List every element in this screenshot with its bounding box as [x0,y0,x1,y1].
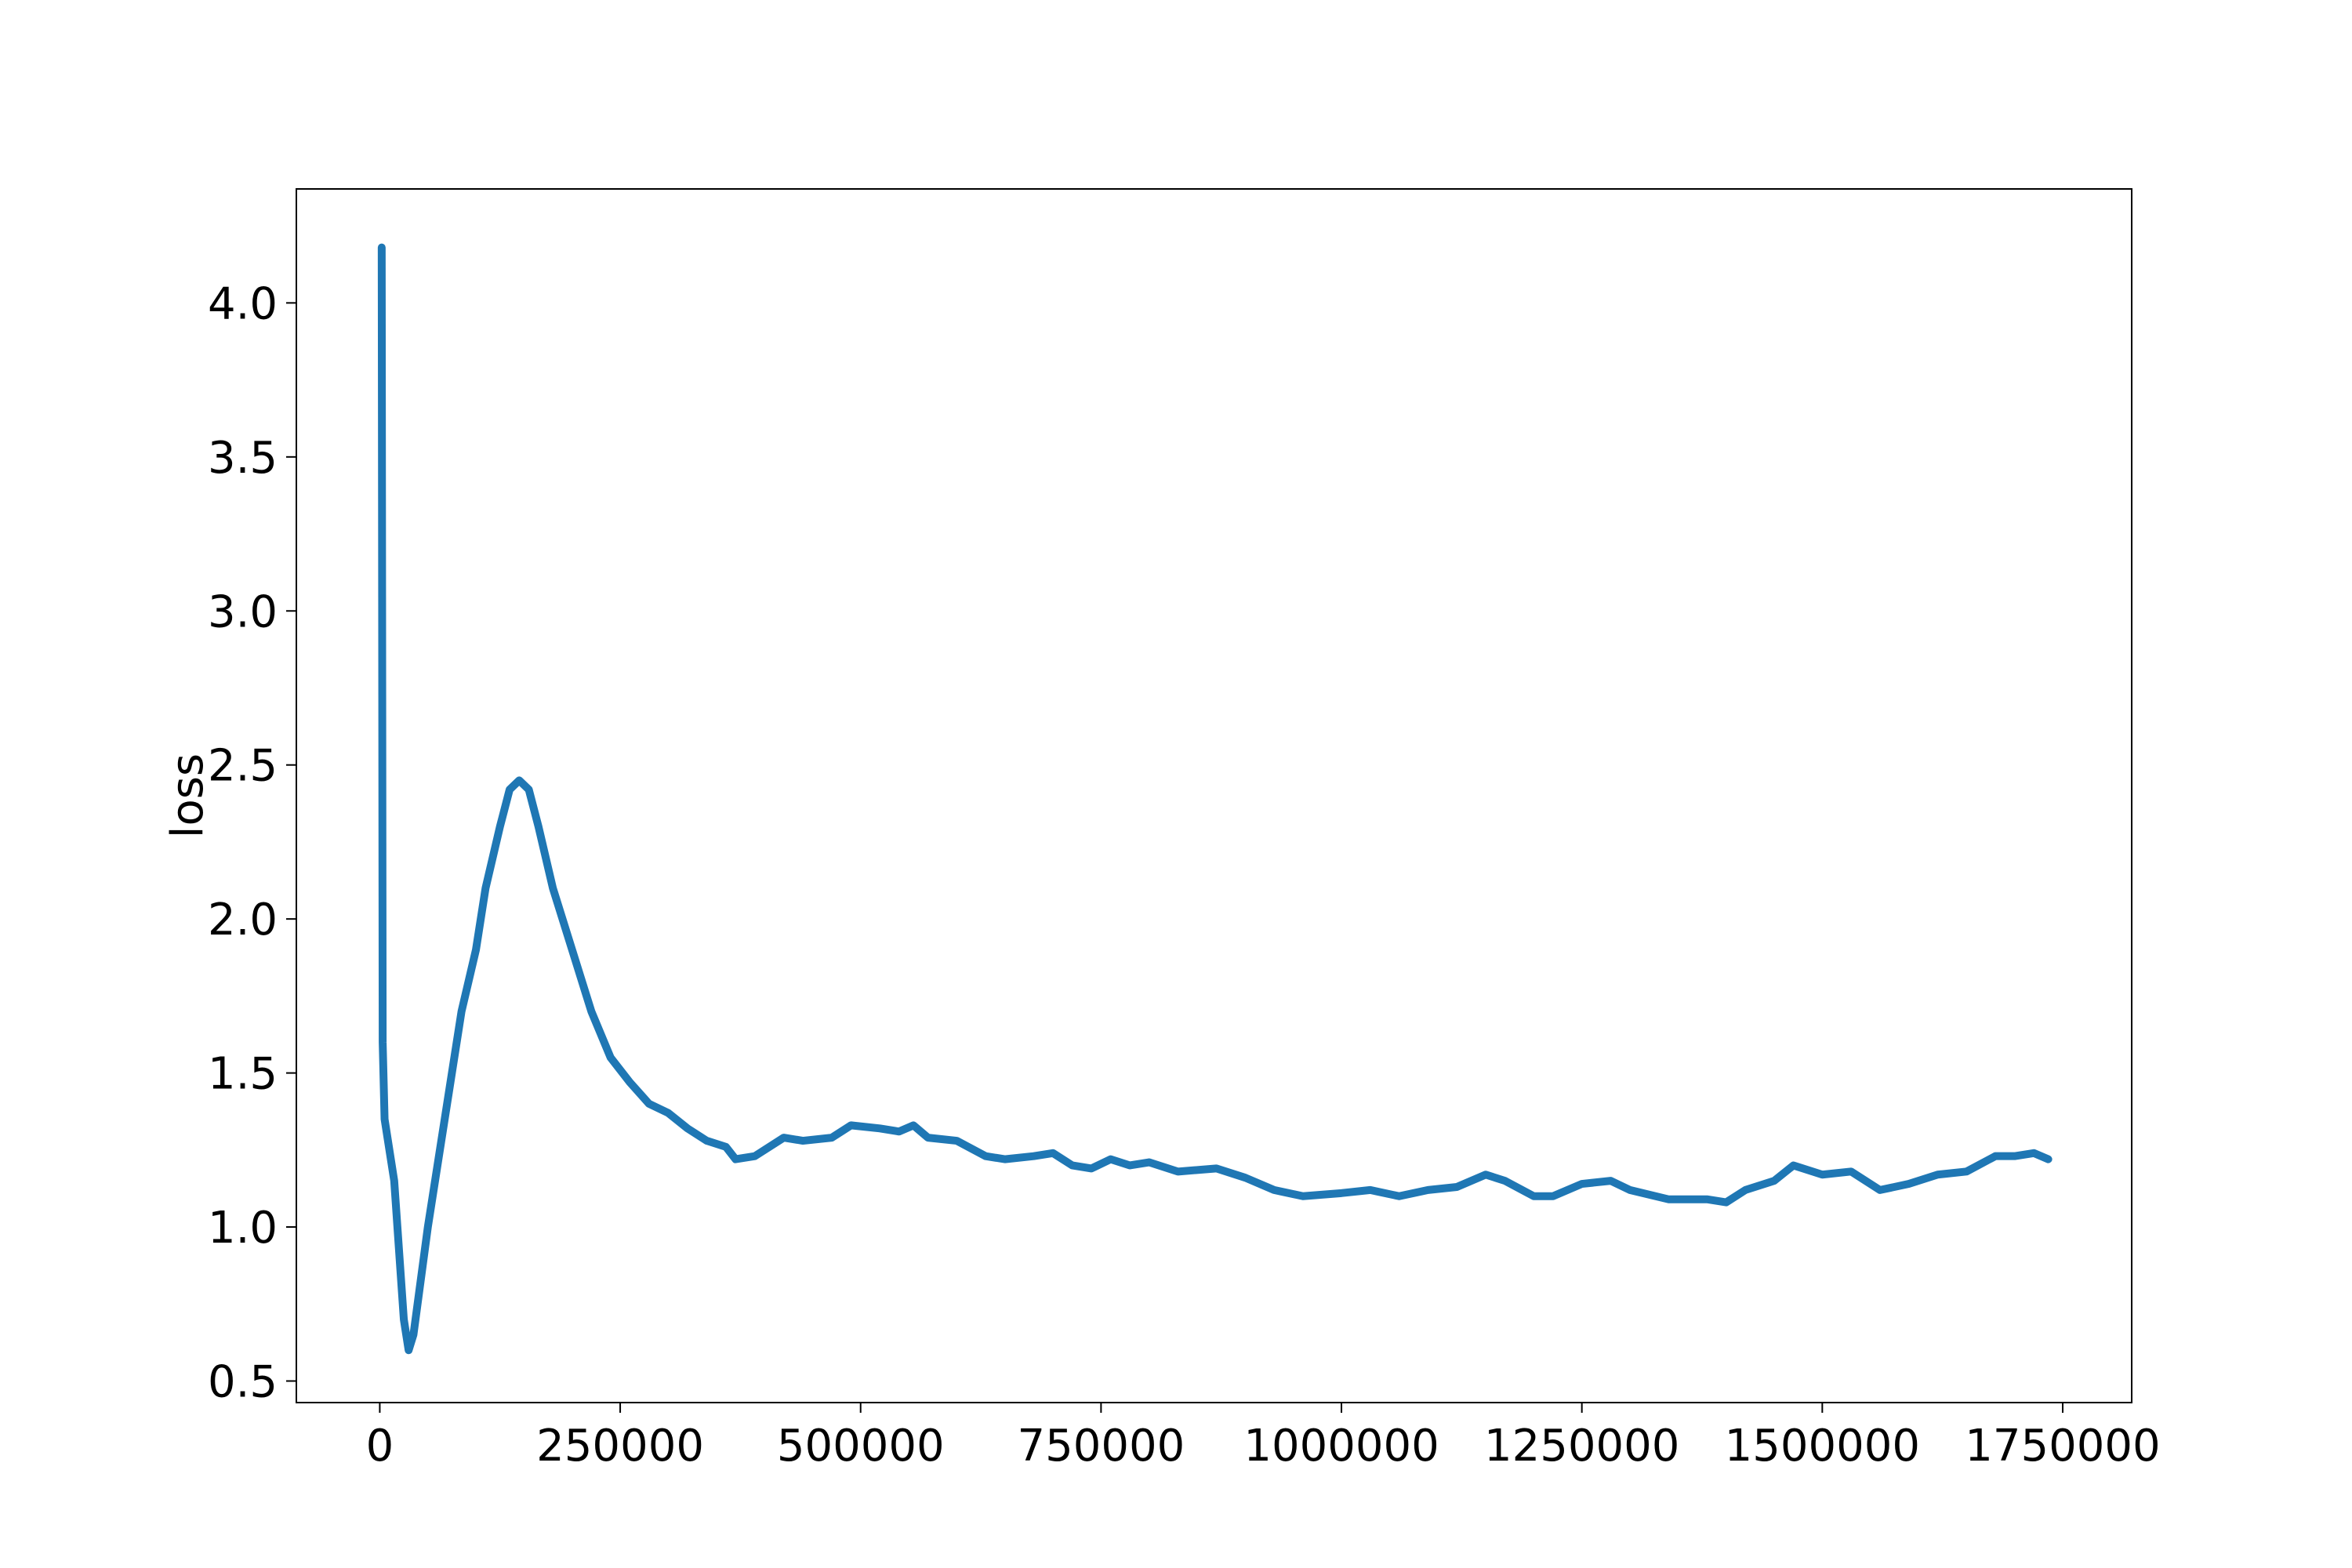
x-tick-label: 1000000 [1243,1421,1439,1472]
x-tick-label: 750000 [1017,1421,1185,1472]
x-tick-label: 250000 [536,1421,704,1472]
y-tick-label: 1.5 [208,1049,278,1100]
plot-frame [296,188,2132,1403]
y-axis-label: loss [162,753,213,838]
x-tick-label: 1500000 [1725,1421,1920,1472]
y-tick-label: 2.0 [208,895,278,946]
y-tick-label: 3.0 [208,586,278,637]
x-tick-label: 0 [366,1421,394,1472]
y-tick-label: 3.5 [208,433,278,484]
y-tick-label: 0.5 [208,1356,278,1407]
y-tick-label: 4.0 [208,278,278,329]
x-tick-label: 500000 [777,1421,945,1472]
y-tick-label: 2.5 [208,741,278,792]
x-tick-label: 1250000 [1484,1421,1679,1472]
x-tick-label: 1750000 [1965,1421,2160,1472]
loss-line [377,243,2053,1355]
y-tick-label: 1.0 [208,1203,278,1254]
